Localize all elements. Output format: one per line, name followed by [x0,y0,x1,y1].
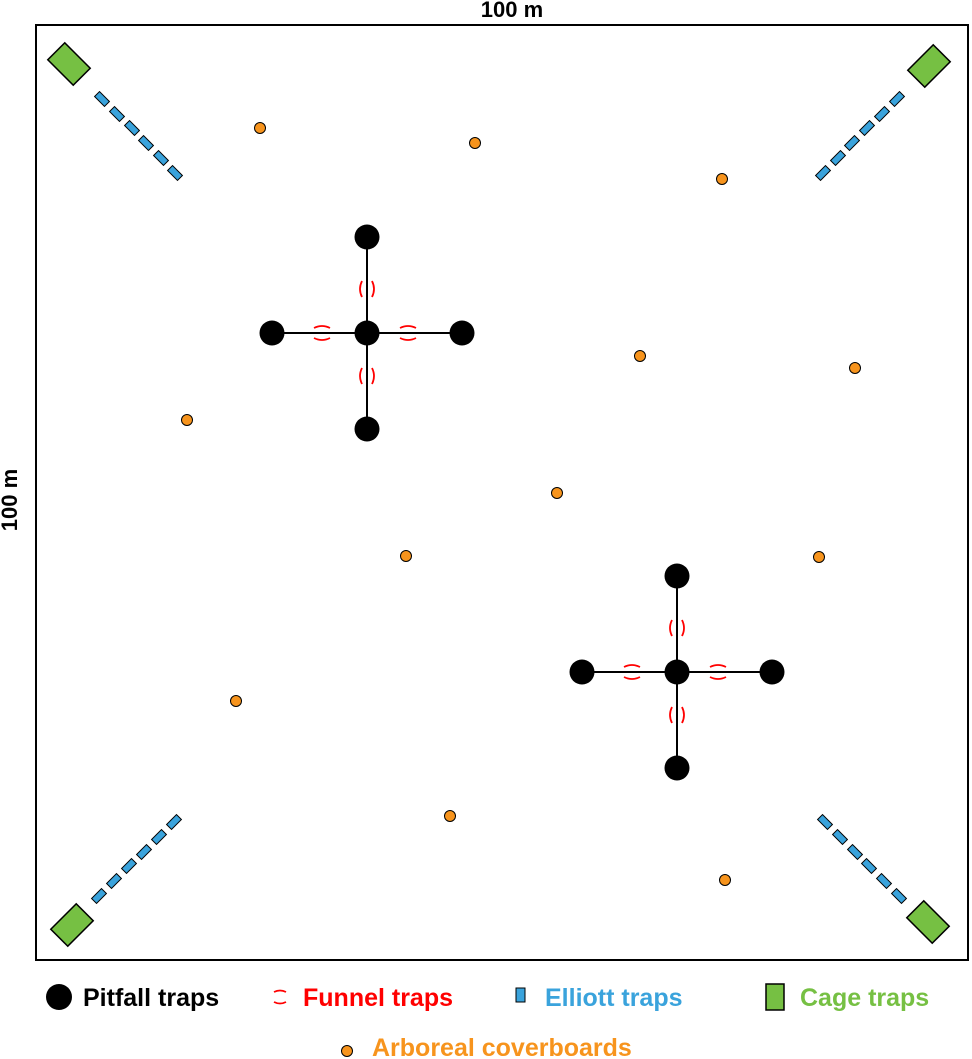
pitfall-array-2 [569,563,785,781]
arboreal-coverboard [551,487,563,499]
elliott-trap [152,149,170,167]
cage-traps [46,41,952,948]
arboreal-coverboard [444,810,456,822]
arboreal-legend-label: Arboreal coverboards [372,1034,632,1059]
arboreal-coverboard [813,551,825,563]
funnel-trap [623,664,641,680]
arboreal-coverboard [254,122,266,134]
pitfall-trap [759,659,785,685]
arboreal-coverboards [181,122,861,886]
arboreal-coverboard [719,874,731,886]
left-dimension-label: 100 m [0,469,22,531]
arboreal-coverboard [181,414,193,426]
elliott-trap [873,105,891,123]
elliott-trap [150,828,168,846]
elliott-trap [93,90,111,108]
funnel-traps [313,280,417,385]
cage-trap-top-left [46,41,92,87]
elliott-trap [843,134,861,152]
elliott-trap [165,813,183,831]
arboreal-coverboard [716,173,728,185]
pitfall-trap [664,659,690,685]
pitfall-array-1 [259,224,475,442]
funnel-trap [669,619,685,637]
funnel-legend-symbol [273,989,287,1005]
elliott-trap [123,119,141,137]
elliott-trap [120,857,138,875]
elliott-trap [816,813,834,831]
pitfall-trap [569,659,595,685]
pitfall-legend-symbol [46,984,72,1010]
legend-item-funnel: Funnel traps [273,984,453,1012]
elliott-legend-label: Elliott traps [545,984,683,1012]
pitfall-legend-label: Pitfall traps [83,984,219,1012]
elliott-trap [846,843,864,861]
funnel-traps [623,619,727,724]
arboreal-coverboard [469,137,481,149]
legend-item-elliott: Elliott traps [515,984,683,1012]
pitfall-trap [354,320,380,346]
cage-legend-label: Cage traps [800,984,929,1012]
cage-legend-symbol [765,983,785,1011]
cage-trap-bottom-left [49,902,95,948]
legend-item-cage: Cage traps [765,983,929,1012]
funnel-trap [709,664,727,680]
elliott-trap [108,105,126,123]
legend: Pitfall traps Funnel traps Elliott traps… [46,983,929,1059]
arboreal-coverboard [230,695,242,707]
elliott-trap [105,872,123,890]
funnel-trap [359,280,375,298]
arboreal-legend-symbol [341,1045,353,1057]
elliott-trap [137,134,155,152]
top-dimension-label: 100 m [481,0,543,22]
arboreal-coverboard [400,550,412,562]
elliott-trap [166,164,184,182]
pitfall-trap [449,320,475,346]
pitfall-trap [354,416,380,442]
elliott-trap [890,887,908,905]
elliott-trap [135,843,153,861]
legend-item-pitfall: Pitfall traps [46,984,219,1012]
elliott-legend-symbol [515,987,526,1003]
plot-boundary [35,24,969,961]
arboreal-coverboard [849,362,861,374]
funnel-trap [359,367,375,385]
pitfall-trap [354,224,380,250]
pitfall-trap [259,320,285,346]
funnel-legend-label: Funnel traps [303,984,453,1012]
elliott-trap [814,164,832,182]
legend-item-arboreal: Arboreal coverboards [341,1034,632,1059]
funnel-trap [399,325,417,341]
elliott-trap [860,857,878,875]
elliott-trap [831,828,849,846]
elliott-traps [90,90,908,905]
funnel-trap [313,325,331,341]
cage-trap-top-right [906,43,952,89]
funnel-trap [669,706,685,724]
elliott-trap [90,887,108,905]
pitfall-trap [664,755,690,781]
cage-trap-bottom-right [905,899,951,945]
pitfall-trap [664,563,690,589]
elliott-trap [858,119,876,137]
elliott-trap [888,90,906,108]
elliott-trap [829,149,847,167]
elliott-trap [875,872,893,890]
arboreal-coverboard [634,350,646,362]
